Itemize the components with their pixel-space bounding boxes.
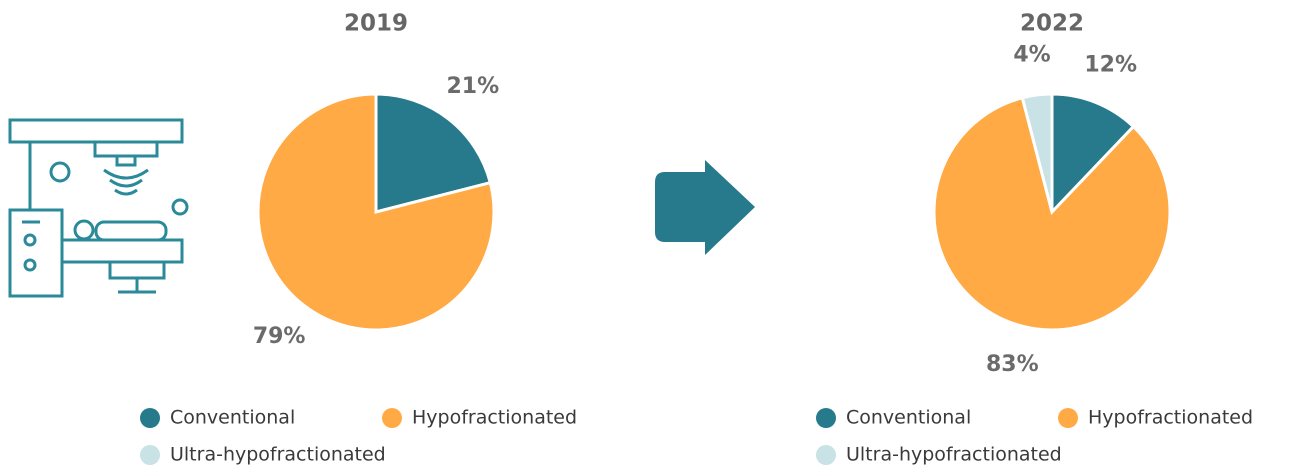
legend-marker: [140, 445, 160, 465]
pie-slice: [932, 95, 1172, 332]
legend-marker: [816, 445, 836, 465]
data-label: 83%: [986, 352, 1039, 377]
pie-slice: [374, 92, 493, 214]
legend-marker: [140, 408, 160, 428]
machine-icon: [8, 118, 189, 298]
legend-marker: [1058, 408, 1078, 428]
legend-label: Hypofractionated: [1088, 407, 1253, 429]
pie-slice: [1050, 92, 1136, 216]
pie-slice: [256, 92, 496, 332]
data-label: 4%: [1013, 42, 1050, 67]
legend-label: Ultra-hypofractionated: [170, 444, 386, 466]
chart-title: 2019: [344, 11, 408, 37]
legend-label: Hypofractionated: [412, 407, 577, 429]
data-label: 12%: [1084, 52, 1137, 77]
pie-slice: [1020, 92, 1054, 213]
legend-label: Conventional: [170, 407, 295, 429]
legend-marker: [816, 408, 836, 428]
data-label: 79%: [253, 324, 306, 349]
arrow: [655, 160, 755, 255]
legend-label: Ultra-hypofractionated: [846, 444, 1062, 466]
data-label: 21%: [447, 74, 500, 99]
chart-title: 2022: [1020, 11, 1084, 37]
legend-label: Conventional: [846, 407, 971, 429]
legend-marker: [382, 408, 402, 428]
